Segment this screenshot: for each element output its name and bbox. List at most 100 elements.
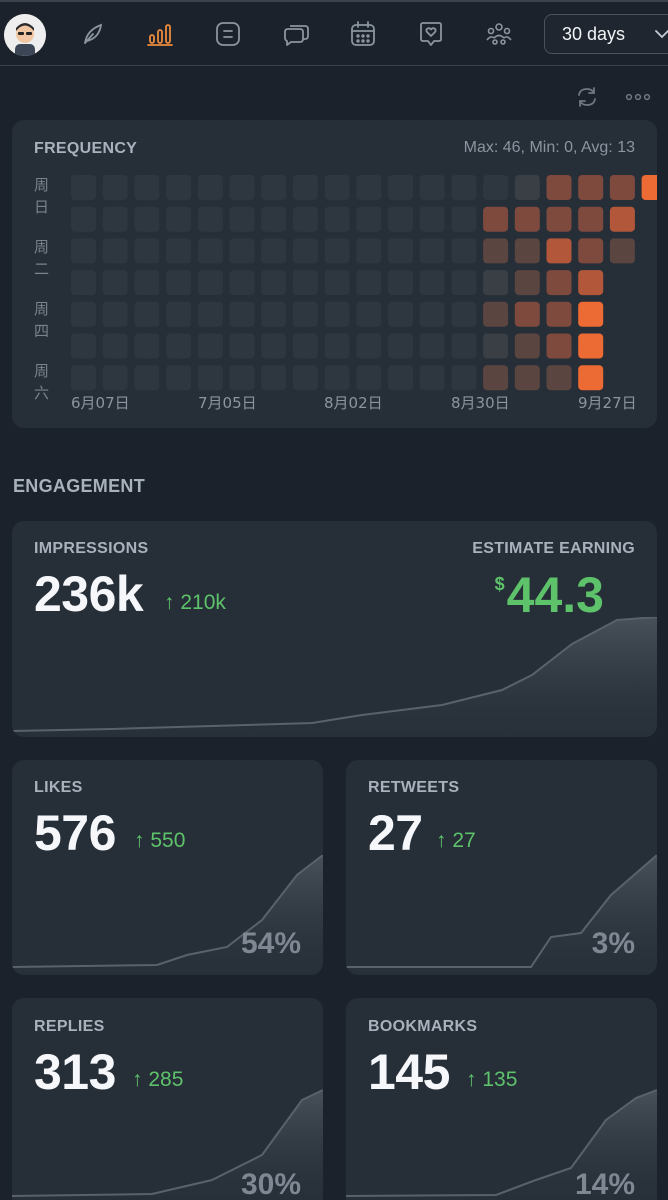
heatmap-cell <box>292 238 318 264</box>
heatmap-cell <box>388 175 413 200</box>
heatmap-cell <box>388 365 413 391</box>
retweets-sparkline <box>346 855 657 975</box>
feather-icon[interactable] <box>78 19 108 49</box>
date-range-value: 30 days <box>562 23 626 44</box>
heatmap-cell <box>166 238 192 264</box>
heatmap-cell <box>451 301 477 327</box>
heatmap-cell <box>419 175 445 200</box>
heart-badge-icon[interactable] <box>416 19 446 49</box>
heatmap-cell <box>197 301 223 327</box>
heatmap-cell <box>514 270 540 296</box>
heatmap-cell <box>229 238 255 264</box>
heatmap-cell <box>324 365 350 391</box>
month-label-2: 8月02日 <box>324 394 383 412</box>
heatmap-cell <box>197 270 223 296</box>
heatmap-cell <box>229 301 255 327</box>
bookmarks-pct: 14% <box>574 1168 635 1200</box>
heatmap-cell <box>419 238 445 264</box>
frequency-heatmap <box>71 175 657 391</box>
heatmap-cell <box>546 238 572 264</box>
heatmap-cell <box>483 175 509 200</box>
heatmap-cell <box>71 333 96 359</box>
heatmap-cell <box>483 238 509 264</box>
earning-value: $44.3 <box>495 566 604 624</box>
list-icon[interactable] <box>213 19 243 49</box>
calendar-icon[interactable] <box>348 19 378 49</box>
heatmap-cell <box>356 365 382 391</box>
heatmap-cell <box>229 333 255 359</box>
likes-pct: 54% <box>240 927 301 960</box>
heatmap-cell <box>388 301 413 327</box>
heatmap-cell <box>71 270 96 296</box>
heatmap-cell <box>609 238 635 264</box>
heatmap-cell <box>546 365 572 391</box>
more-options-icon[interactable] <box>625 84 651 110</box>
avatar[interactable] <box>4 14 46 56</box>
heatmap-cell <box>388 270 413 296</box>
day-label-sun: 周日 <box>34 176 50 216</box>
heatmap-cell <box>166 270 192 296</box>
heatmap-cell <box>166 206 192 232</box>
heatmap-cell <box>71 238 96 264</box>
impressions-card[interactable]: IMPRESSIONS 236k ↑ 210k ESTIMATE EARNING <box>12 521 657 737</box>
heatmap-cell <box>388 333 413 359</box>
replies-card[interactable]: REPLIES 313 ↑ 285 30% <box>12 998 323 1200</box>
likes-value: 576 <box>34 805 116 861</box>
heatmap-cell <box>483 301 509 327</box>
heatmap-cell <box>166 365 192 391</box>
retweets-pct: 3% <box>591 927 635 960</box>
replies-value: 313 <box>34 1044 116 1100</box>
heatmap-cell <box>514 238 540 264</box>
bar-chart-icon[interactable] <box>145 19 175 49</box>
community-icon[interactable] <box>484 19 514 49</box>
heatmap-cell <box>324 270 350 296</box>
heatmap-cell <box>166 301 192 327</box>
chat-icon[interactable] <box>281 19 311 49</box>
heatmap-cell <box>451 238 477 264</box>
day-label-tue: 周二 <box>34 238 50 278</box>
heatmap-cell <box>102 175 128 200</box>
engagement-title: ENGAGEMENT <box>13 476 146 496</box>
heatmap-cell <box>578 175 604 200</box>
heatmap-cell <box>514 365 540 391</box>
heatmap-cell <box>134 238 160 264</box>
heatmap-cell <box>261 333 287 359</box>
heatmap-cell <box>197 175 223 200</box>
retweets-card[interactable]: RETWEETS 27 ↑ 27 3% <box>346 760 657 975</box>
impressions-delta: ↑ 210k <box>164 591 226 614</box>
heatmap-cell <box>261 270 287 296</box>
heatmap-cell <box>134 175 160 200</box>
retweets-label: RETWEETS <box>368 779 460 796</box>
heatmap-cell <box>451 270 477 296</box>
heatmap-cell <box>546 175 572 200</box>
heatmap-cell <box>483 270 509 296</box>
likes-card[interactable]: LIKES 576 ↑ 550 54% <box>12 760 323 975</box>
heatmap-cell <box>261 365 287 391</box>
heatmap-cell <box>197 238 223 264</box>
heatmap-cell <box>102 206 128 232</box>
bookmarks-delta: ↑ 135 <box>466 1068 518 1091</box>
heatmap-cell <box>578 333 604 359</box>
replies-delta: ↑ 285 <box>132 1068 184 1091</box>
refresh-icon[interactable] <box>574 84 600 110</box>
frequency-card: FREQUENCY Max: 46, Min: 0, Avg: 13 周日 周二… <box>12 120 657 428</box>
heatmap-cell <box>324 333 350 359</box>
bookmarks-card[interactable]: BOOKMARKS 145 ↑ 135 14% <box>346 998 657 1200</box>
heatmap-cell <box>229 270 255 296</box>
heatmap-cell <box>229 206 255 232</box>
month-label-3: 8月30日 <box>451 394 510 412</box>
date-range-select[interactable]: 30 days <box>544 14 668 54</box>
heatmap-cell <box>451 365 477 391</box>
heatmap-cell <box>134 270 160 296</box>
heatmap-cell <box>102 365 128 391</box>
heatmap-cell <box>261 238 287 264</box>
heatmap-cell <box>483 206 509 232</box>
frequency-stats: Max: 46, Min: 0, Avg: 13 <box>463 139 635 156</box>
heatmap-cell <box>514 175 540 200</box>
heatmap-cell <box>292 206 318 232</box>
heatmap-cell <box>71 175 96 200</box>
heatmap-cell <box>102 270 128 296</box>
heatmap-cell <box>102 301 128 327</box>
heatmap-cell <box>229 175 255 200</box>
frequency-title: FREQUENCY <box>34 140 138 157</box>
